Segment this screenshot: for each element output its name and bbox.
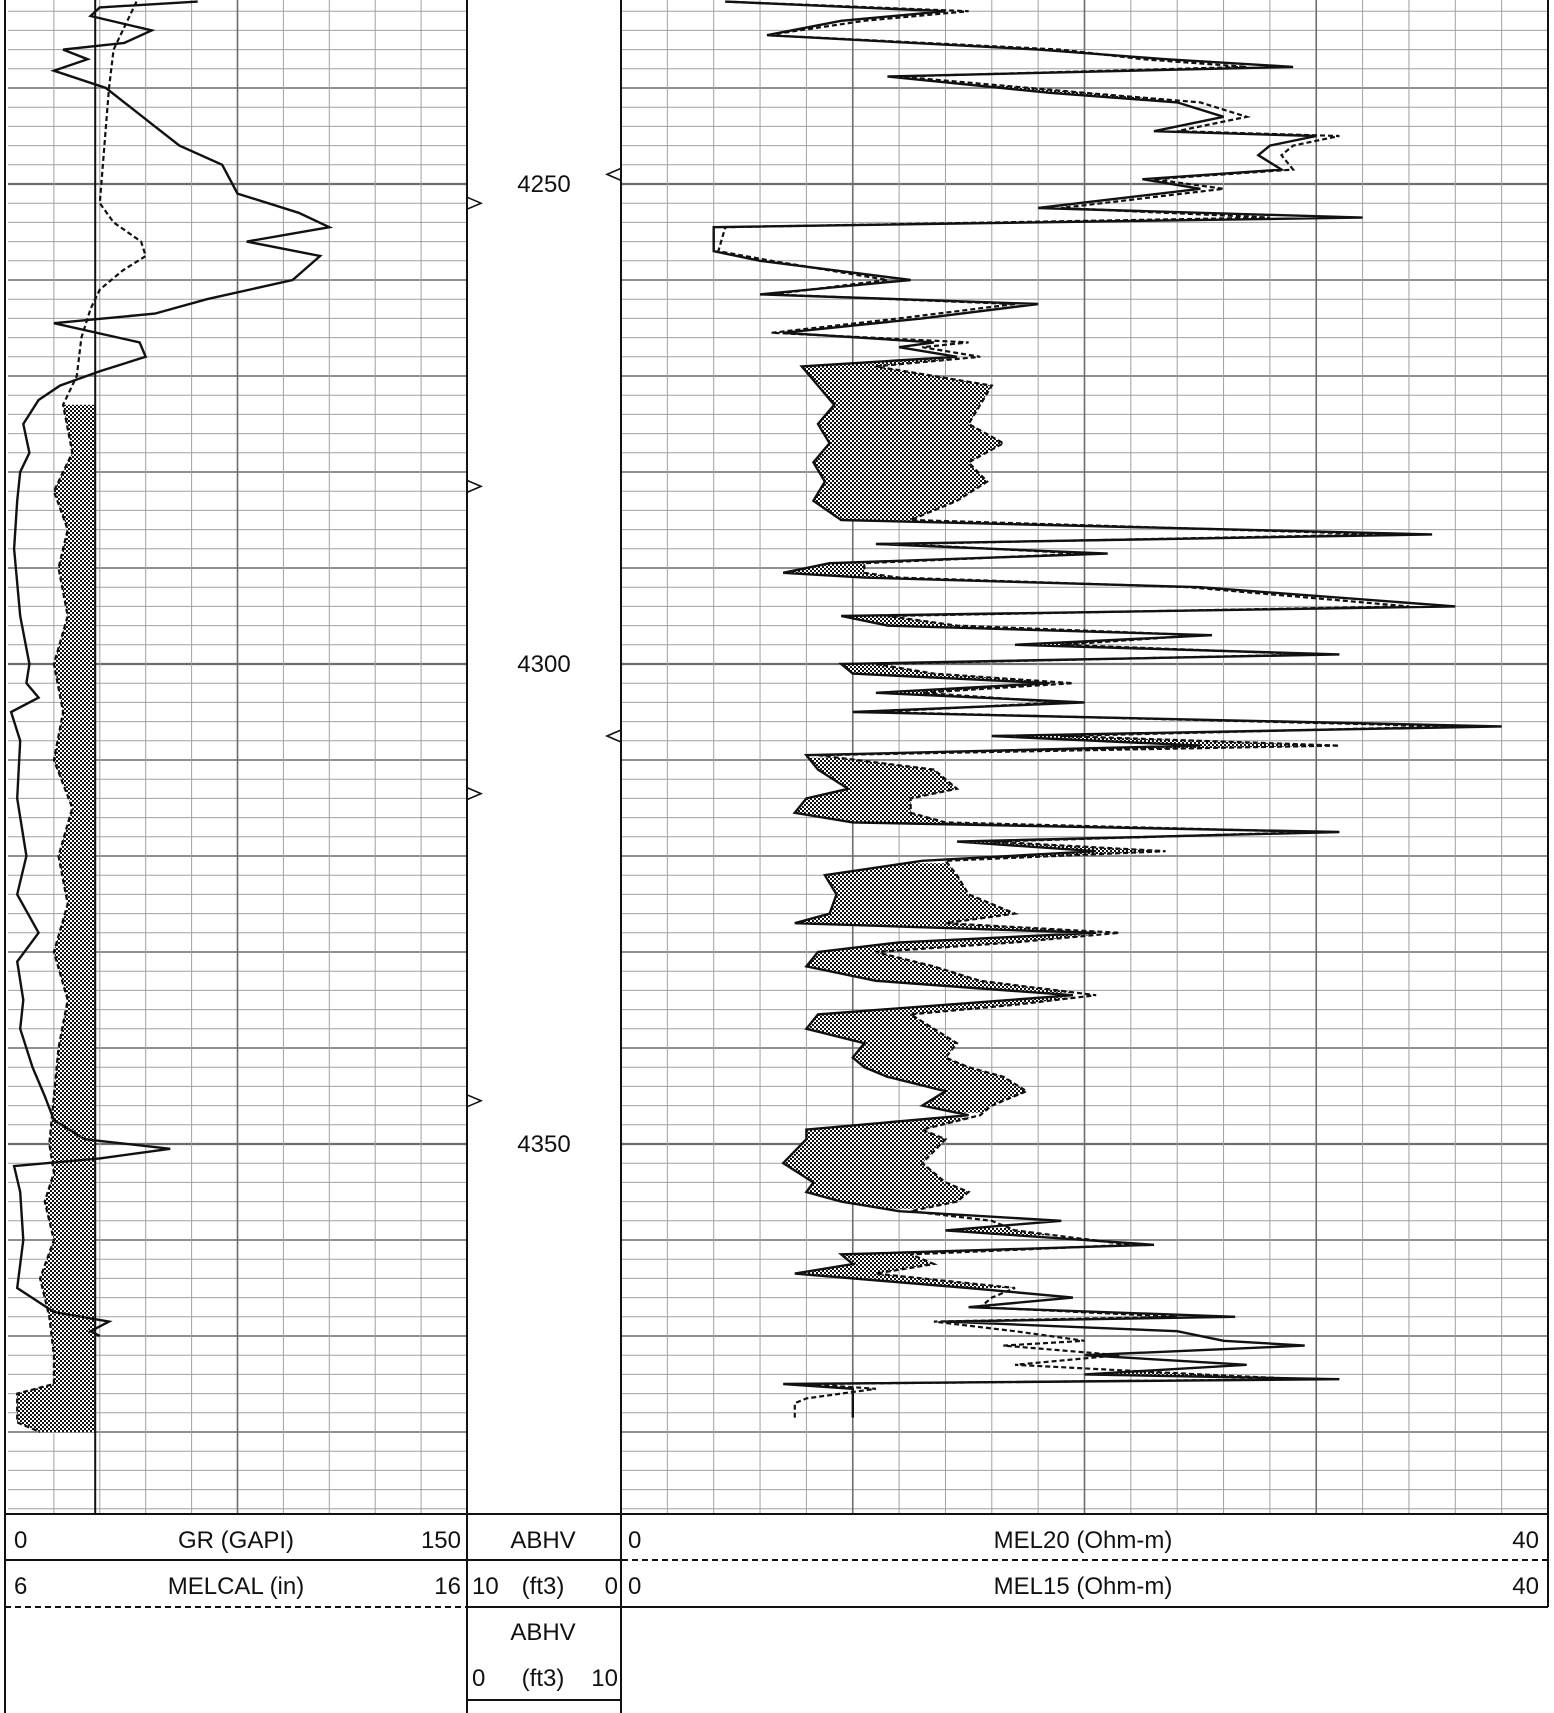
resistivity-separation-shading (794, 863, 1076, 931)
abhv-label-2: ABHV (510, 1619, 575, 1646)
melcal-scale-left: 6 (14, 1573, 27, 1600)
mel20-curve-label: MEL20 (Ohm-m) (994, 1527, 1173, 1554)
mel20-scale-right: 40 (1512, 1527, 1539, 1554)
caliper-shading (17, 404, 96, 1432)
resistivity-separation-shading (806, 997, 1076, 1113)
abhv-1-scale-left: 10 (472, 1573, 499, 1600)
resistivity-separation-shading (945, 1228, 1054, 1236)
resistivity-separation-shading (783, 1117, 971, 1209)
mel15-scale-right: 40 (1512, 1573, 1539, 1600)
depth-tick-mark (466, 196, 484, 210)
depth-tick-mark (466, 1094, 484, 1108)
mel15-curve-label: MEL15 (Ohm-m) (994, 1573, 1173, 1600)
curve-layer (9, 0, 1502, 1514)
resistivity-separation-shading (841, 664, 1039, 681)
resistivity-separation-shading (801, 359, 1069, 525)
gr-scale-right: 150 (421, 1527, 461, 1554)
shading-layer (17, 85, 1340, 1432)
melcal-curve (16, 1, 148, 1434)
depth-label: 4350 (517, 1131, 570, 1158)
depth-tick-marks (466, 167, 622, 1108)
mel20-scale-left: 0 (628, 1527, 641, 1554)
melcal-scale-right: 16 (434, 1573, 461, 1600)
abhv-2-scale-right: 10 (591, 1665, 618, 1692)
mel20-curve (712, 0, 1502, 1418)
resistivity-separation-shading (806, 935, 1094, 993)
depth-tick-mark (466, 786, 484, 801)
mel15-scale-left: 0 (628, 1573, 641, 1600)
resistivity-separation-shading (794, 757, 1131, 828)
abhv-1-unit: (ft3) (522, 1573, 565, 1600)
abhv-label-1: ABHV (510, 1527, 575, 1554)
log-header: 0 GR (GAPI) 150 6 MELCAL (in) 16 ABHV 10… (4, 1513, 1549, 1713)
resistivity-separation-shading (904, 733, 1340, 753)
abhv-2-scale-left: 0 (472, 1665, 485, 1692)
mel15-curve (716, 0, 1456, 1418)
depth-label: 4250 (517, 171, 570, 198)
melcal-curve-label: MELCAL (in) (168, 1573, 304, 1600)
gr-curve (9, 0, 334, 1338)
log-grid (4, 0, 1549, 1514)
depth-tick-mark (604, 729, 622, 743)
depth-track: 4250 4300 4350 (517, 171, 570, 1158)
abhv-1-scale-right: 0 (605, 1573, 618, 1600)
depth-tick-mark (466, 479, 484, 494)
depth-tick-mark (604, 167, 622, 182)
abhv-2-unit: (ft3) (522, 1665, 565, 1692)
gr-scale-left: 0 (14, 1527, 27, 1554)
depth-label: 4300 (517, 651, 570, 678)
gr-curve-label: GR (GAPI) (178, 1527, 294, 1554)
resistivity-separation-shading (841, 616, 1079, 631)
